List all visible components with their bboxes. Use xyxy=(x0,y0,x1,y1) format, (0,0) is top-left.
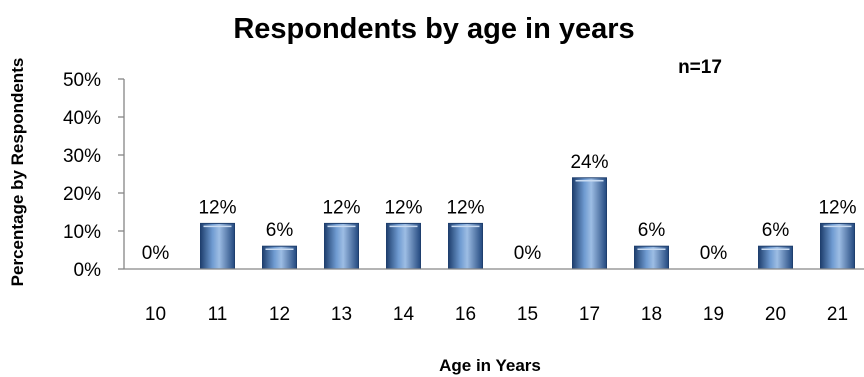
x-tick-label: 15 xyxy=(517,304,538,325)
data-label: 6% xyxy=(638,220,666,241)
bars xyxy=(200,177,855,270)
bar-body xyxy=(324,222,359,270)
data-label: 12% xyxy=(322,197,360,218)
data-label: 12% xyxy=(198,197,236,218)
data-label: 24% xyxy=(570,152,608,173)
bar-body xyxy=(386,222,421,270)
x-axis-ticks: 10 11 12 13 14 16 15 17 18 19 20 21 xyxy=(145,304,848,325)
y-axis-ticks: 0% 10% 20% 30% 40% 50% xyxy=(63,70,124,281)
bar xyxy=(200,222,235,270)
x-tick-label: 17 xyxy=(579,304,600,325)
x-tick-label: 20 xyxy=(765,304,786,325)
data-label: 0% xyxy=(700,243,728,264)
data-label: 6% xyxy=(266,220,294,241)
bar xyxy=(262,245,297,270)
data-label: 0% xyxy=(142,243,170,264)
x-tick-label: 18 xyxy=(641,304,662,325)
x-tick-label: 16 xyxy=(455,304,476,325)
y-tick-label: 20% xyxy=(63,184,101,205)
x-tick-label: 12 xyxy=(269,304,290,325)
x-tick-label: 11 xyxy=(208,304,228,325)
data-label: 6% xyxy=(762,220,790,241)
data-label: 12% xyxy=(818,197,856,218)
chart-title: Respondents by age in years xyxy=(233,13,634,45)
y-tick-label: 30% xyxy=(63,146,101,167)
y-tick-label: 0% xyxy=(74,260,102,281)
bar-body xyxy=(200,222,235,270)
y-tick-label: 40% xyxy=(63,108,101,129)
data-label: 12% xyxy=(384,197,422,218)
y-tick-label: 10% xyxy=(63,222,101,243)
sample-size-note: n=17 xyxy=(678,57,722,78)
bar xyxy=(634,245,669,270)
bar-body xyxy=(572,177,607,270)
data-label: 12% xyxy=(446,197,484,218)
x-axis-title: Age in Years xyxy=(439,356,541,375)
x-tick-label: 19 xyxy=(703,304,724,325)
y-axis-title: Percentage by Respondents xyxy=(8,58,27,287)
bar-body xyxy=(448,222,483,270)
data-label: 0% xyxy=(514,243,542,264)
bar xyxy=(448,222,483,270)
x-tick-label: 13 xyxy=(331,304,352,325)
axes xyxy=(123,79,864,270)
x-tick-label: 14 xyxy=(393,304,415,325)
x-tick-label: 10 xyxy=(145,304,166,325)
bar-body xyxy=(820,222,855,270)
bar xyxy=(386,222,421,270)
bar xyxy=(820,222,855,270)
x-tick-label: 21 xyxy=(827,304,848,325)
bar xyxy=(572,177,607,270)
y-tick-label: 50% xyxy=(63,70,101,91)
bar xyxy=(324,222,359,270)
bar xyxy=(758,245,793,270)
data-labels: 0% 12% 6% 12% 12% 12% 0% 24% 6% 0% 6% 12% xyxy=(142,152,857,264)
